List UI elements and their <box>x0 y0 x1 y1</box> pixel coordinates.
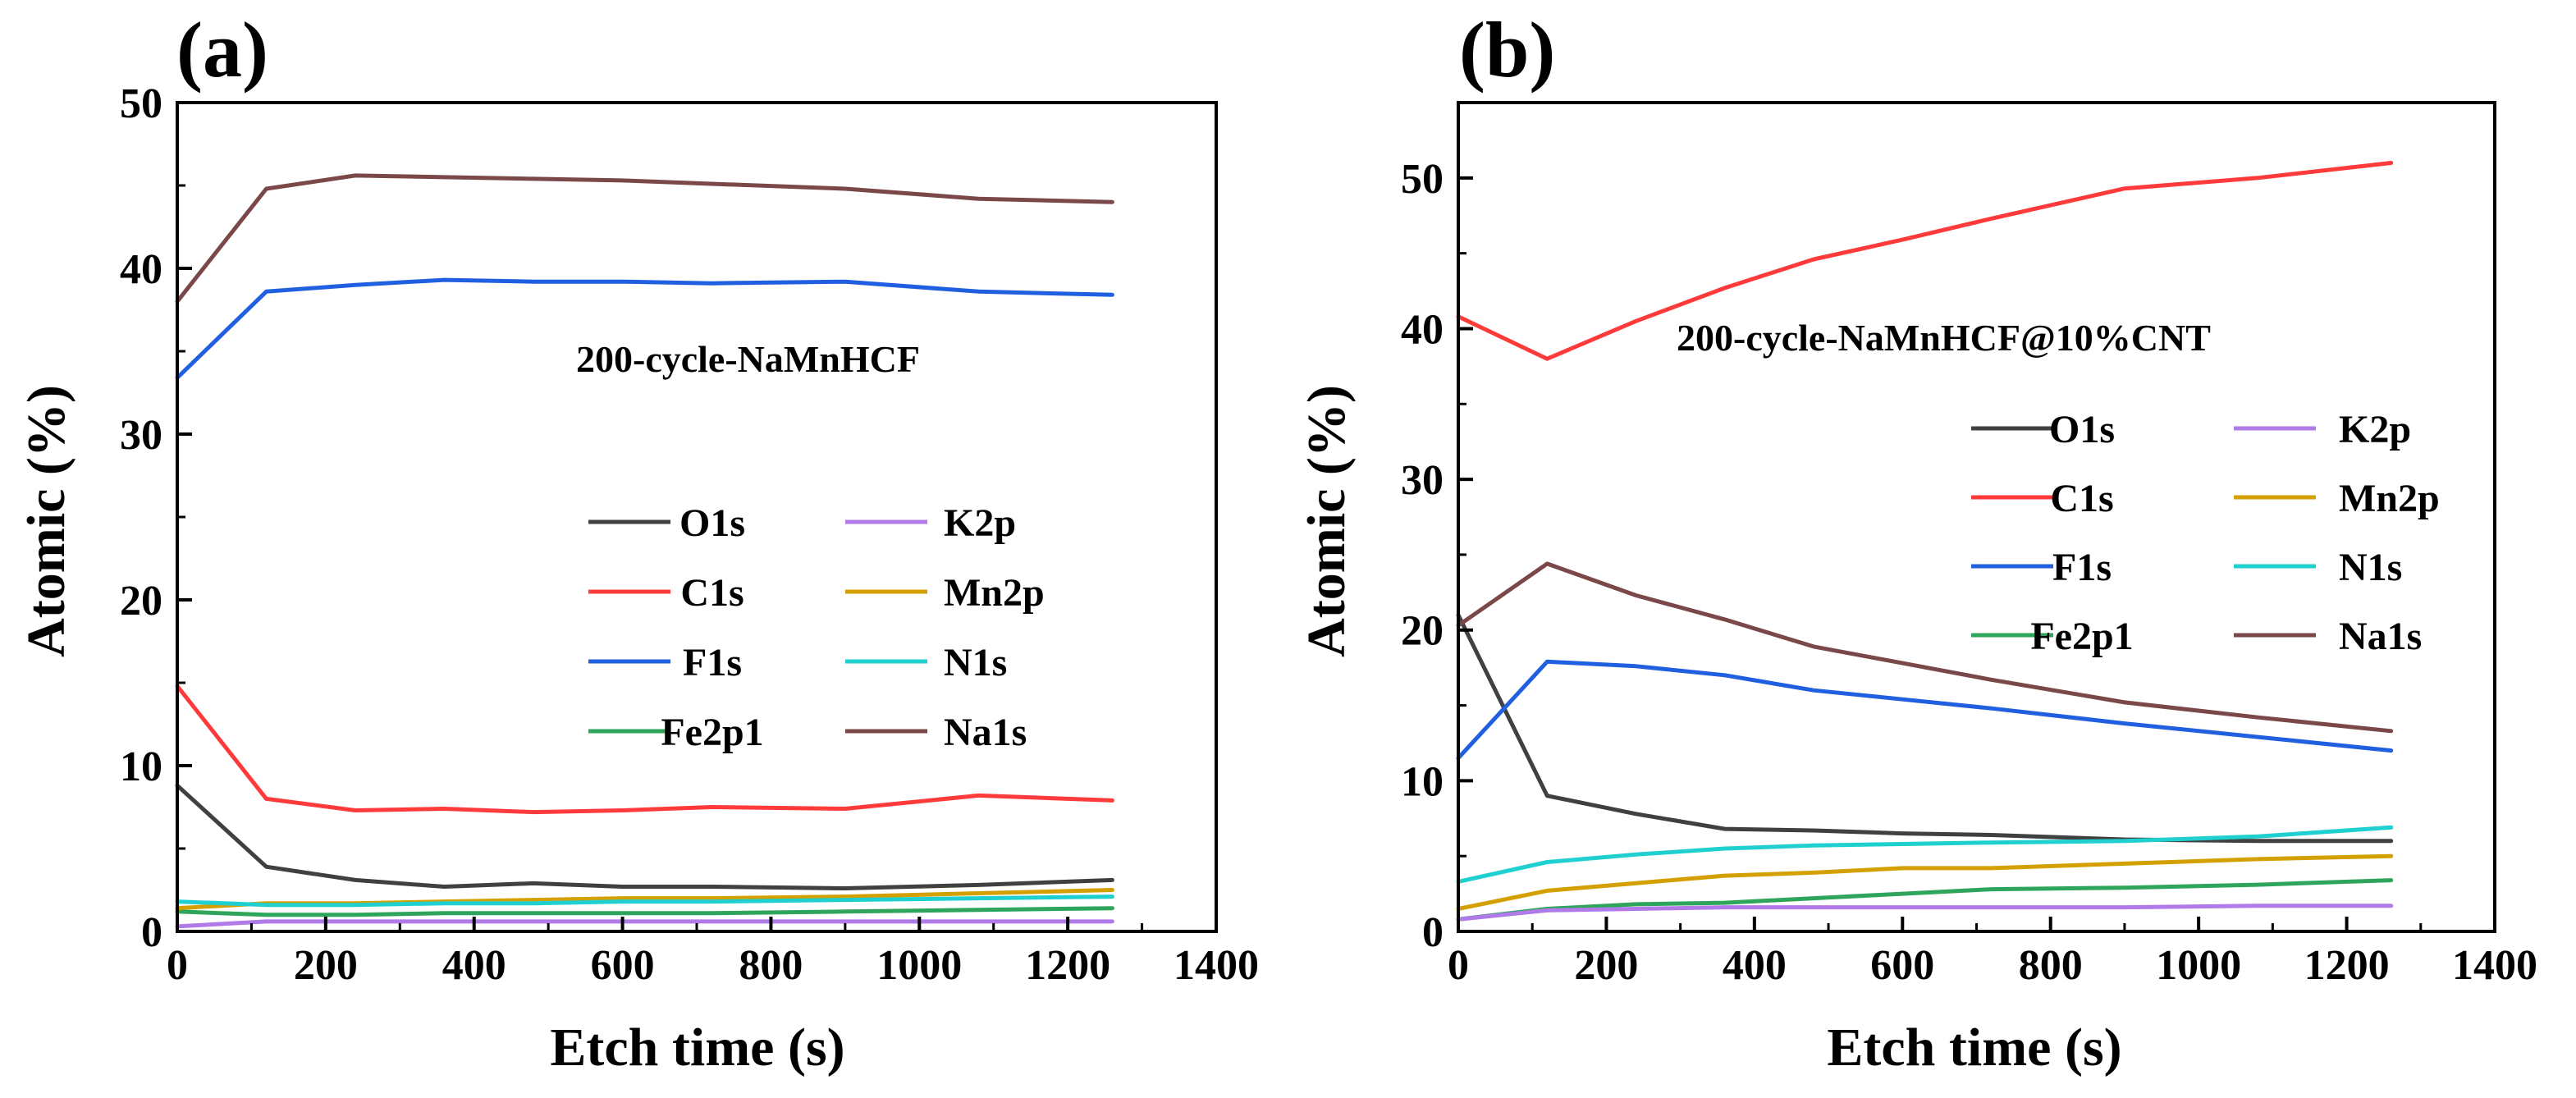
panel-a-x-tick-label: 1200 <box>1025 942 1110 989</box>
panel-b-legend-label-fe2p1: Fe2p1 <box>2030 615 2133 658</box>
panel-b-series-line-mn2p <box>1456 853 2394 911</box>
panel-b-y-tick-label: 50 <box>1401 156 1444 203</box>
panel-b-legend-label-k2p: K2p <box>2339 408 2411 451</box>
panel-a-y-axis-title: Atomic (%) <box>16 385 76 657</box>
panel-a-x-tick-label: 800 <box>739 942 803 989</box>
panel-a-series-line-k2p <box>175 919 1114 929</box>
panel-b-annotation: 200-cycle-NaMnHCF@10%CNT <box>1677 317 2211 359</box>
panel-b-legend-label-n1s: N1s <box>2339 546 2402 589</box>
panel-b-series-line-fe2p1 <box>1456 878 2394 922</box>
panel-a-series-line-na1s <box>175 173 1114 304</box>
panel-b-series-line-c1s <box>1456 161 2394 361</box>
panel-b-chart: (b) 0 200 400 600 800 1000 1200 1400 0 10 20 30 40 50… <box>1297 6 2537 1077</box>
panel-a-legend-label-fe2p1: Fe2p1 <box>661 711 763 754</box>
panel-a-series-line-n1s <box>175 894 1114 908</box>
panel-b-y-tick-label: 10 <box>1401 758 1444 805</box>
panel-a-series-line-f1s <box>175 277 1114 380</box>
panel-b-x-tick-label: 1400 <box>2452 942 2537 989</box>
panel-a-legend-label-n1s: N1s <box>944 641 1007 684</box>
panel-a-annotation: 200-cycle-NaMnHCF <box>576 338 920 380</box>
panel-b-legend-label-mn2p: Mn2p <box>2339 477 2440 520</box>
panel-b-legend: O1s C1s F1s Fe2p1 K2p Mn2p N1s Na1s <box>1971 408 2440 658</box>
panel-a-y-tick-label: 40 <box>120 246 162 293</box>
panel-a-legend-label-mn2p: Mn2p <box>944 571 1045 615</box>
panel-a-legend-label-k2p: K2p <box>944 501 1016 545</box>
panel-b-ticks: 0 200 400 600 800 1000 1200 1400 0 10 20 30 40 50 <box>1401 156 2537 989</box>
panel-b-y-tick-label: 0 <box>1422 909 1444 956</box>
panel-a-legend: O1s C1s F1s Fe2p1 K2p Mn2p N1s Na1s <box>588 501 1045 754</box>
panel-b-y-tick-label: 30 <box>1401 457 1444 504</box>
panel-a-series-line-fe2p1 <box>175 906 1114 917</box>
panel-a-y-tick-label: 50 <box>120 80 162 127</box>
panel-a-series-line-c1s <box>175 684 1114 815</box>
panel-a-y-tick-label: 0 <box>141 909 162 956</box>
panel-b-legend-label-na1s: Na1s <box>2339 615 2422 658</box>
panel-b-label: (b) <box>1459 6 1555 94</box>
panel-a-legend-label-f1s: F1s <box>683 641 742 684</box>
panel-a-series-lines <box>175 173 1114 929</box>
panel-b-x-tick-label: 1000 <box>2156 942 2241 989</box>
panel-a-x-axis-title: Etch time (s) <box>550 1018 844 1077</box>
panel-b-legend-label-f1s: F1s <box>2052 546 2112 589</box>
panel-b-series-lines <box>1456 161 2394 922</box>
panel-b-x-tick-label: 800 <box>2019 942 2083 989</box>
panel-b-x-tick-label: 600 <box>1870 942 1934 989</box>
panel-b-legend-label-c1s: C1s <box>2050 477 2113 520</box>
panel-b-series-line-o1s <box>1456 612 2394 844</box>
panel-b-y-tick-label: 40 <box>1401 306 1444 353</box>
panel-a-y-tick-label: 30 <box>120 412 162 459</box>
panel-a-x-tick-label: 1000 <box>876 942 962 989</box>
panel-b-series-line-n1s <box>1456 825 2394 884</box>
panel-a-x-tick-label: 600 <box>591 942 655 989</box>
panel-b-x-axis-title: Etch time (s) <box>1827 1018 2121 1077</box>
panel-a-x-tick-label: 1400 <box>1174 942 1259 989</box>
panel-a-ticks: 0 200 400 600 800 1000 1200 1400 0 10 20 30 40 50 <box>120 80 1259 989</box>
panel-b-series-line-na1s <box>1456 561 2394 734</box>
panel-b-legend-label-o1s: O1s <box>2049 408 2115 451</box>
panel-b-x-tick-label: 400 <box>1723 942 1787 989</box>
panel-a-y-tick-label: 10 <box>120 743 162 790</box>
panel-a-y-tick-label: 20 <box>120 578 162 624</box>
panel-a-chart: (a) 0 200 400 600 800 1000 1200 1400 0 10 20 30 40 50… <box>16 6 1259 1077</box>
panel-b-x-tick-label: 0 <box>1448 942 1469 989</box>
panel-a-series-line-o1s <box>175 783 1114 890</box>
panel-a-x-tick-label: 200 <box>294 942 358 989</box>
panel-b-x-tick-label: 200 <box>1574 942 1638 989</box>
panel-a-x-tick-label: 400 <box>442 942 506 989</box>
panel-b-x-tick-label: 1200 <box>2304 942 2390 989</box>
panel-b-y-tick-label: 20 <box>1401 608 1444 655</box>
panel-b-series-line-k2p <box>1456 904 2394 922</box>
panel-b-series-line-f1s <box>1456 659 2394 761</box>
panel-a-legend-label-c1s: C1s <box>680 571 744 615</box>
panel-a-label: (a) <box>176 6 268 94</box>
panel-b-y-axis-title: Atomic (%) <box>1297 385 1357 657</box>
panel-a-legend-label-o1s: O1s <box>679 501 745 545</box>
panel-a-x-tick-label: 0 <box>167 942 188 989</box>
panel-a-legend-label-na1s: Na1s <box>944 711 1027 754</box>
